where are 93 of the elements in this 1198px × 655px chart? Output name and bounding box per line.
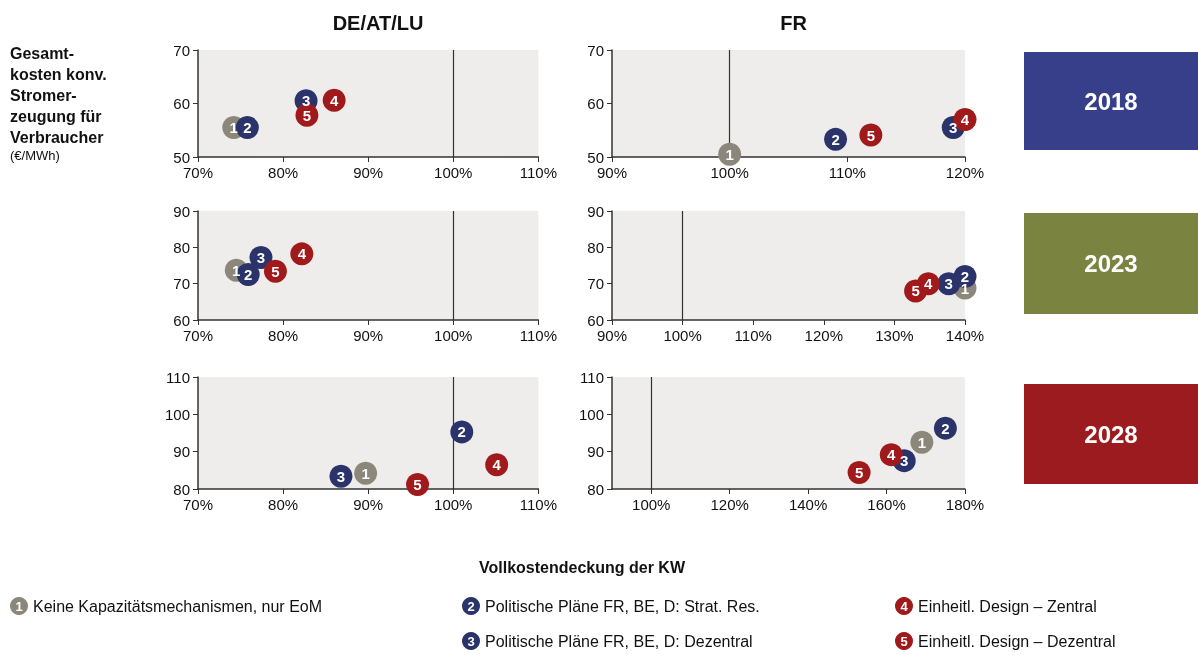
annotation: 5	[413, 476, 422, 494]
x-tick-label: 100%	[434, 496, 473, 513]
annotation: 5	[854, 464, 864, 482]
y-tick-label: 110	[580, 368, 604, 386]
y-tick-label: 80	[173, 238, 190, 256]
text: 2018	[1084, 87, 1138, 115]
legend-label: Politische Pläne FR, BE, D: Strat. Res.	[485, 597, 760, 615]
legend-label: Keine Kapazitätsmechanismen, nur EoM	[33, 597, 323, 615]
x-tick-label: 90%	[353, 496, 384, 513]
text: 1	[15, 598, 23, 614]
legend-label: Politische Pläne FR, BE, D: Dezentral	[485, 632, 753, 650]
legend-label: Einheitl. Design – Zentral	[918, 597, 1097, 615]
y-tick-label: 90	[587, 202, 604, 220]
x-tick-label: 100%	[434, 164, 473, 181]
x-tick-label: 110%	[519, 327, 558, 344]
annotation: 2	[831, 130, 840, 148]
annotation: 4	[887, 446, 897, 464]
x-tick-label: 100%	[663, 327, 702, 344]
x-tick-label: 140%	[945, 327, 985, 344]
x-tick-label: 110%	[734, 327, 772, 344]
annotation: 2	[941, 419, 950, 437]
annotation: 5	[271, 262, 280, 280]
y-tick-label: 70	[173, 41, 190, 59]
y-tick-label: 70	[587, 275, 604, 293]
y-tick-label: 60	[173, 95, 190, 112]
annotation: 3	[944, 275, 953, 293]
x-tick-label: 130%	[875, 327, 914, 344]
x-tick-label: 80%	[268, 327, 299, 344]
y-tick-label: 60	[587, 95, 604, 112]
text: 2023	[1084, 250, 1138, 277]
x-tick-label: 140%	[788, 496, 828, 513]
y-tick-label: 60	[173, 311, 190, 329]
x-tick-label: 110%	[828, 164, 866, 181]
annotation: 2	[457, 423, 466, 441]
x-tick-label: 120%	[804, 327, 843, 344]
text: 2	[467, 598, 475, 614]
text: 2028	[1084, 420, 1138, 448]
x-tick-label: 120%	[710, 496, 749, 513]
x-tick-label: 80%	[268, 164, 299, 181]
x-tick-label: 160%	[867, 496, 906, 513]
y-tick-label: 90	[587, 443, 604, 461]
annotation: 4	[924, 275, 934, 293]
y-axis-title: Gesamt- kosten konv. Stromer- zeugung für Verbraucher (€/MWh)	[10, 44, 107, 163]
annotation: 4	[329, 91, 339, 109]
x-tick-label: 100%	[632, 496, 671, 513]
y-tick-label: 70	[173, 275, 190, 293]
annotation: 3	[949, 119, 958, 137]
annotation: 1	[361, 464, 370, 482]
text: 3	[467, 633, 475, 649]
chart-title: DE/AT/LU	[332, 12, 424, 34]
y-tick-label: 50	[587, 148, 604, 166]
y-tick-label: 90	[173, 443, 190, 461]
x-tick-label: 110%	[519, 496, 558, 513]
annotation: 4	[960, 111, 970, 129]
y-tick-label: 80	[173, 480, 190, 498]
annotation: 4	[297, 245, 307, 263]
y-tick-label: 60	[587, 311, 604, 329]
x-axis-title: Vollkostendeckung der KW	[479, 558, 686, 576]
annotation: 5	[866, 126, 876, 144]
y-tick-label: 100	[578, 405, 604, 423]
y-tick-label: 70	[587, 41, 604, 59]
y-tick-label: 90	[173, 202, 190, 220]
x-tick-label: 90%	[353, 327, 384, 344]
x-tick-label: 90%	[596, 164, 628, 181]
text: 4	[900, 598, 908, 614]
annotation: 2	[244, 266, 253, 284]
annotation: 5	[911, 282, 920, 300]
annotation: 3	[336, 467, 346, 485]
x-tick-label: 70%	[182, 327, 214, 344]
annotation: 4	[492, 456, 502, 474]
annotation: 2	[243, 119, 252, 137]
x-tick-label: 100%	[710, 164, 749, 181]
x-tick-label: 90%	[353, 164, 384, 181]
x-tick-label: 180%	[945, 496, 985, 513]
chart-title: FR	[780, 12, 808, 34]
annotation: 3	[256, 249, 266, 267]
annotation: 1	[917, 433, 927, 451]
x-tick-label: 70%	[182, 164, 214, 181]
annotation: 3	[900, 452, 909, 470]
y-tick-label: 80	[587, 480, 604, 498]
x-tick-label: 70%	[182, 496, 214, 513]
x-tick-label: 90%	[596, 327, 628, 344]
y-tick-label: 100	[164, 405, 190, 423]
annotation: 1	[725, 145, 734, 163]
y-tick-label: 50	[173, 148, 190, 166]
y-tick-label: 110	[166, 368, 190, 386]
x-tick-label: 120%	[945, 164, 985, 181]
legend-label: Einheitl. Design – Dezentral	[918, 632, 1116, 650]
x-tick-label: 110%	[519, 164, 558, 181]
text: 5	[900, 633, 908, 649]
y-tick-label: 80	[587, 238, 604, 256]
x-tick-label: 100%	[434, 327, 473, 344]
x-tick-label: 80%	[268, 496, 299, 513]
